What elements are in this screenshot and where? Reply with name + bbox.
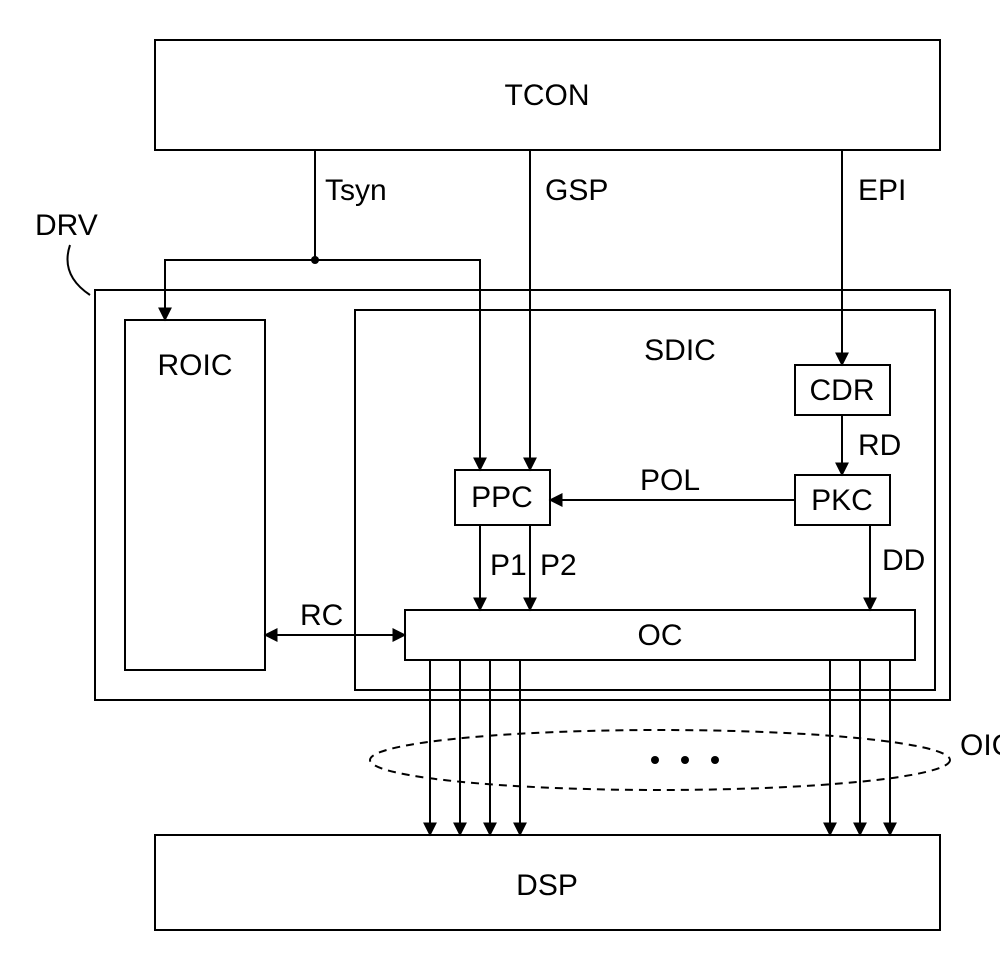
tsyn-label: Tsyn — [325, 174, 387, 207]
sdic-text: SDIC — [644, 334, 716, 367]
rc-label: RC — [300, 599, 343, 632]
ellipsis-dot-1 — [651, 756, 659, 764]
tsyn-junction — [311, 256, 319, 264]
ppc-text: PPC — [471, 481, 533, 514]
tcon-text: TCON — [505, 79, 590, 112]
tsyn-to-ppc — [315, 260, 480, 470]
rd-label: RD — [858, 429, 901, 462]
oic-label: OIC — [960, 729, 1000, 762]
drv-leader — [68, 245, 91, 295]
drv-label: DRV — [35, 209, 98, 242]
epi-label: EPI — [858, 174, 906, 207]
gsp-label: GSP — [545, 174, 608, 207]
oc-text: OC — [638, 619, 683, 652]
ellipsis-dot-2 — [681, 756, 689, 764]
roic-text: ROIC — [158, 349, 233, 382]
oic-ellipse — [370, 730, 950, 790]
pkc-text: PKC — [811, 484, 873, 517]
p1-label: P1 — [490, 549, 527, 582]
pol-label: POL — [640, 464, 700, 497]
dsp-text: DSP — [516, 869, 578, 902]
cdr-text: CDR — [810, 374, 875, 407]
ellipsis-dot-3 — [711, 756, 719, 764]
dd-label: DD — [882, 544, 925, 577]
p2-label: P2 — [540, 549, 577, 582]
